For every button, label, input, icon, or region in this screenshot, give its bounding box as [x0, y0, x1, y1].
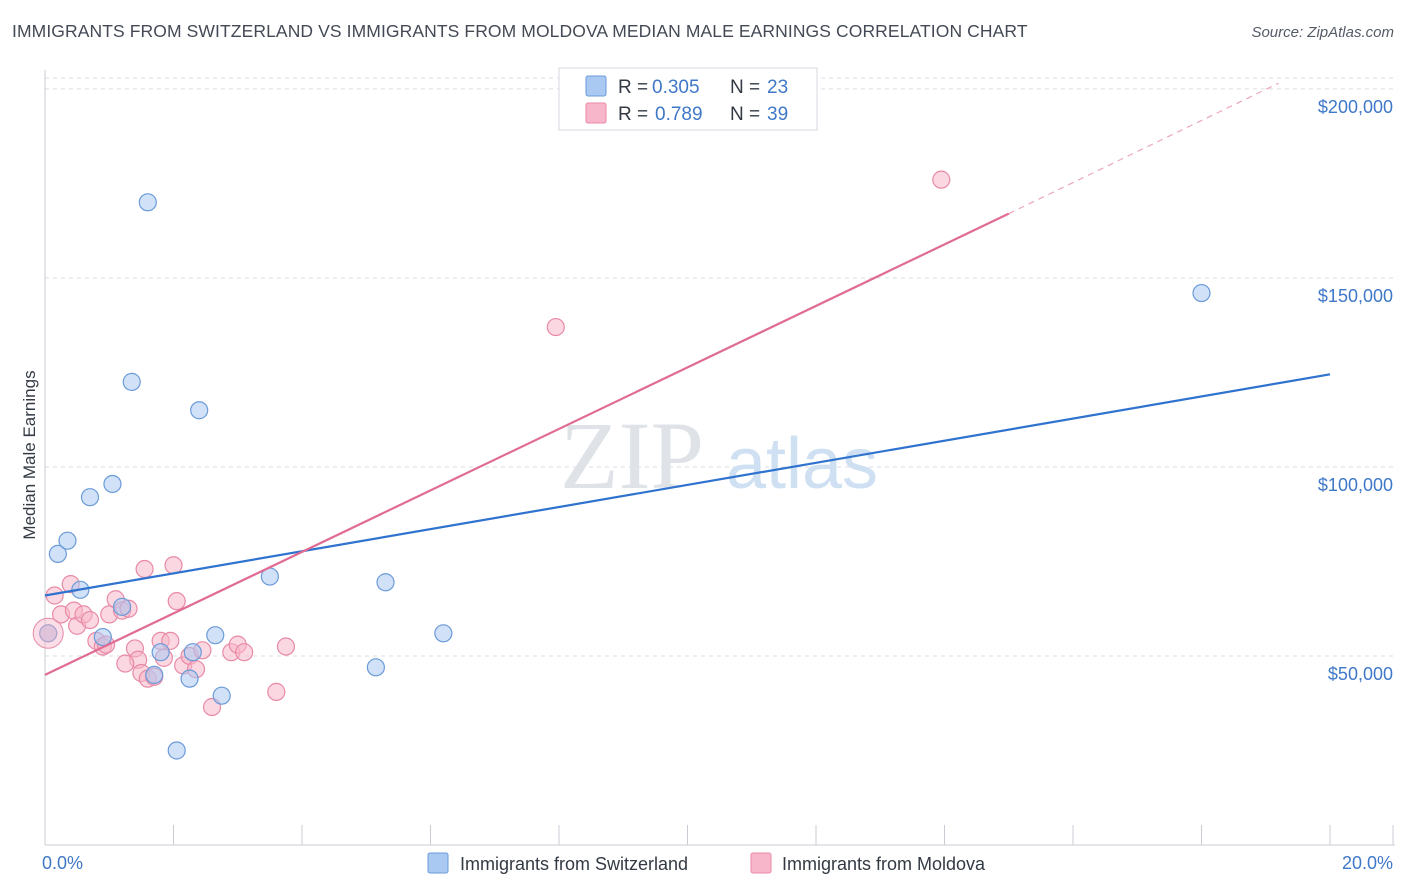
watermark-zip: ZIP: [560, 402, 704, 509]
point-switzerland: [183, 643, 202, 662]
trendline-moldova-extension: [1008, 82, 1279, 215]
point-switzerland: [103, 474, 122, 494]
point-switzerland: [138, 193, 157, 212]
legend-swatch-switzerland: [585, 75, 607, 97]
point-moldova: [276, 637, 296, 656]
point-cluster-origin: [32, 617, 64, 649]
trendline-moldova: [44, 212, 1010, 676]
point-moldova: [135, 559, 154, 579]
bottom-legend-swatch-switzerland: [427, 852, 449, 874]
point-switzerland: [122, 372, 141, 391]
point-moldova: [932, 170, 951, 189]
watermark: ZIP atlas: [560, 402, 878, 509]
x-tick-label: 0.0%: [42, 853, 83, 873]
point-switzerland: [145, 665, 164, 684]
point-switzerland: [366, 658, 385, 677]
y-tick-label: $100,000: [1318, 475, 1393, 495]
y-tick-label: $150,000: [1318, 286, 1393, 306]
trendline-switzerland: [44, 373, 1331, 597]
point-switzerland: [180, 669, 199, 688]
point-switzerland: [376, 573, 395, 592]
chart-title: IMMIGRANTS FROM SWITZERLAND VS IMMIGRANT…: [12, 21, 1028, 41]
axes-layer: [44, 70, 1395, 846]
point-switzerland: [48, 544, 67, 564]
watermark-atlas: atlas: [726, 424, 878, 504]
point-moldova: [546, 317, 565, 337]
point-switzerland: [151, 643, 170, 662]
point-switzerland: [112, 597, 132, 616]
point-switzerland: [80, 488, 100, 507]
point-switzerland: [93, 627, 112, 647]
x-tick-label: 20.0%: [1342, 853, 1393, 873]
y-tick-label: $50,000: [1328, 664, 1393, 684]
bottom-legend-label-moldova: Immigrants from Moldova: [782, 854, 986, 874]
point-switzerland: [39, 624, 58, 643]
ticks-layer: $50,000 $100,000 $150,000 $200,000 0.0% 20.0%: [42, 97, 1393, 873]
legend-r-value-switzerland: 0.305: [652, 77, 700, 98]
bottom-legend-label-switzerland: Immigrants from Switzerland: [460, 854, 688, 874]
y-axis-label: Median Male Earnings: [20, 370, 39, 539]
point-switzerland: [212, 686, 231, 705]
points-layer: [32, 170, 1211, 760]
point-switzerland: [1192, 283, 1211, 303]
top-legend: R = 0.305 N = 23 R = 0.789 N = 39: [558, 67, 818, 131]
point-switzerland: [206, 626, 225, 645]
legend-swatch-moldova: [585, 102, 607, 124]
point-moldova: [116, 654, 135, 673]
point-switzerland: [167, 741, 186, 760]
point-switzerland: [190, 401, 209, 420]
point-moldova: [80, 610, 100, 630]
bottom-legend: Immigrants from Switzerland Immigrants f…: [427, 852, 986, 874]
legend-n-label-switzerland: N =: [730, 77, 760, 98]
legend-r-label-switzerland: R =: [618, 77, 648, 98]
y-tick-label: $200,000: [1318, 97, 1393, 117]
source-credit: Source: ZipAtlas.com: [1251, 24, 1394, 41]
trend-layer: [44, 82, 1331, 676]
grid-layer: [45, 77, 1395, 657]
point-moldova: [235, 643, 254, 662]
point-switzerland: [58, 531, 77, 550]
point-switzerland: [434, 624, 453, 643]
legend-r-label-moldova: R =: [618, 104, 648, 125]
point-moldova: [164, 556, 183, 575]
legend-r-value-moldova: 0.789: [655, 104, 703, 125]
legend-n-value-switzerland: 23: [767, 77, 788, 98]
bottom-legend-swatch-moldova: [750, 852, 772, 874]
point-moldova: [267, 682, 286, 701]
legend-n-value-moldova: 39: [767, 104, 788, 125]
legend-n-label-moldova: N =: [730, 104, 760, 125]
point-moldova: [167, 592, 186, 611]
